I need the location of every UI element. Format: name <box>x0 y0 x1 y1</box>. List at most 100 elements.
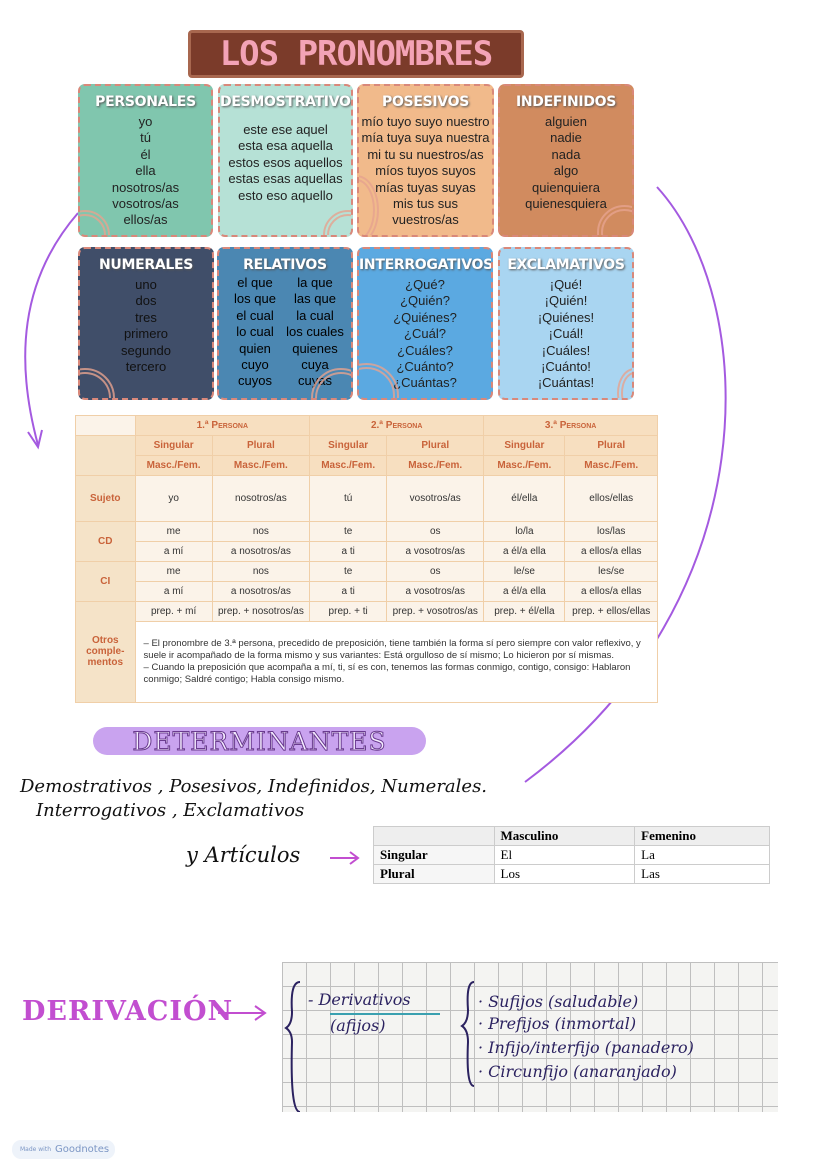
table-cell: a nosotros/as <box>211 580 311 602</box>
card-item: ¡Cuál! <box>548 326 584 342</box>
number-header: Singular <box>483 434 566 456</box>
card-item: mías tuyas suyas <box>375 179 476 195</box>
table-cell: a ellos/a ellas <box>564 580 658 602</box>
pronoun-table: 1.ª Persona 2.ª Persona 3.ª Persona Singula… <box>75 415 659 704</box>
table-cell: a ti <box>309 540 388 562</box>
card-exclamativos: EXCLAMATIVOS ¡Qué! ¡Quién! ¡Quiénes! ¡Cuál! ¡… <box>498 247 634 400</box>
table-cell: yo <box>134 474 213 522</box>
card-list: ¿Qué? ¿Quién? ¿Quiénes? ¿Cuál? ¿Cuáles? ¿Cuán… <box>359 277 491 392</box>
rainbow-decoration <box>617 368 632 398</box>
card-item: mía tuya suya nuestra <box>361 130 490 146</box>
card-item: ¿Quiénes? <box>393 309 457 325</box>
page-title: LOS PRONOMBRES <box>188 30 524 78</box>
row-label: Otros comple-mentos <box>75 600 136 704</box>
table-cell: Plural <box>373 864 495 884</box>
table-cell: lo/la <box>483 520 566 542</box>
card-interrogativos: INTERROGATIVOS ¿Qué? ¿Quién? ¿Quiénes? ¿Cuál… <box>357 247 493 400</box>
card-item: los que <box>234 291 276 307</box>
card-list: el que la que los que las que el cual la cual… <box>219 275 351 390</box>
card-item: vuestros/as <box>392 212 459 228</box>
card-title: PERSONALES <box>95 94 196 110</box>
corner-cell <box>75 415 136 436</box>
card-item: cuyos <box>238 373 272 389</box>
gender-header: Masc./Fem. <box>483 454 566 476</box>
table-row: Otros comple-mentos prep. + mí prep. + nos… <box>75 600 658 704</box>
card-item: ¿Cuánto? <box>396 359 454 375</box>
card-posesivos: POSESIVOS mío tuyo suyo nuestro mía tuya s… <box>357 84 494 237</box>
card-desmostrativos: DESMOSTRATIVOS este ese aquel esta esa aqu… <box>218 84 353 237</box>
card-title: POSESIVOS <box>382 94 469 110</box>
table-cell: Los <box>493 864 636 884</box>
arrow-head-left <box>27 429 43 450</box>
corner-cell <box>75 434 136 476</box>
card-item: esta esa aquella <box>238 138 333 154</box>
card-item: esto eso aquello <box>238 187 333 203</box>
card-item: cuya <box>301 357 329 373</box>
card-title: RELATIVOS <box>243 257 327 273</box>
card-item: nadie <box>550 130 582 146</box>
card-list: ¡Qué! ¡Quién! ¡Quiénes! ¡Cuál! ¡Cuáles! ¡Cuán… <box>500 277 632 392</box>
card-item: dos <box>135 293 157 309</box>
card-item: estas esas aquellas <box>228 171 343 187</box>
note: – Cuando la preposición que acompaña a m… <box>143 661 631 685</box>
articles-table: Masculino Femenino Singular El La Plural Los La… <box>373 826 770 884</box>
brackets <box>284 981 475 1112</box>
badge-prefix: Made with <box>20 1146 51 1153</box>
card-item: nosotros/as <box>111 179 180 195</box>
determinantes-line-2: Interrogativos , Exclamativos <box>36 800 305 821</box>
card-item: ¡Qué! <box>549 277 583 292</box>
table-cell: él/ella <box>483 474 566 522</box>
table-cell: nosotros/as <box>211 474 311 522</box>
card-item: las que <box>294 291 336 307</box>
table-row: a mí a nosotros/as a ti a vosotros/as a él/a… <box>76 580 658 602</box>
table-row: CI me nos te os le/se les/se <box>75 560 658 602</box>
card-item: la cual <box>296 307 334 323</box>
table-cell: a nosotros/as <box>211 540 311 562</box>
card-item: estos esos aquellos <box>228 154 343 170</box>
card-item: ¿Quién? <box>400 293 450 309</box>
derivativos-label: - Derivativos <box>308 990 411 1009</box>
card-title: DESMOSTRATIVOS <box>220 94 353 110</box>
number-header: Singular <box>134 434 213 456</box>
card-item: quienesquiera <box>525 196 607 212</box>
determinantes-line-3: y Artículos <box>186 843 301 867</box>
row-label: Sujeto <box>75 474 136 522</box>
determinantes-title: DETERMINANTES <box>93 726 426 756</box>
gender-header: Masc./Fem. <box>564 454 658 476</box>
card-title: INDEFINIDOS <box>515 94 617 110</box>
table-cell: vosotros/as <box>386 474 485 522</box>
card-item: él <box>140 146 151 162</box>
card-item: quienquiera <box>532 179 600 195</box>
goodnotes-badge[interactable]: Made with Goodnotes <box>12 1140 115 1159</box>
deriv-item: · Prefijos (inmortal) <box>478 1014 637 1033</box>
card-item: quienes <box>292 340 338 356</box>
table-cell: les/se <box>564 560 658 582</box>
determinantes-line-1: Demostrativos , Posesivos, Indefinidos, … <box>20 776 488 797</box>
card-item: la que <box>297 275 333 290</box>
card-title: EXCLAMATIVOS <box>507 257 625 273</box>
table-cell: ellos/ellas <box>564 474 658 522</box>
table-cell: El <box>493 845 636 865</box>
card-indefinidos: INDEFINIDOS alguien nadie nada algo quienquie… <box>498 84 634 237</box>
articles-header <box>373 826 495 846</box>
card-personales: PERSONALES yo tú él ella nosotros/as vosotros/… <box>78 84 213 237</box>
card-item: ella <box>135 163 156 179</box>
card-list: este ese aquel esta esa aquella estos esos… <box>220 122 351 204</box>
derivation-notes-image: - Derivativos (afijos) · Sufijos (saluda… <box>282 962 778 1112</box>
arrow-to-grid <box>218 1005 267 1021</box>
card-item: alguien <box>545 114 587 129</box>
card-item: primero <box>123 326 169 342</box>
gender-header: Masc./Fem. <box>386 454 485 476</box>
afijos-label: (afijos) <box>330 1016 386 1035</box>
table-cell: a mí <box>134 580 213 602</box>
card-item: el que <box>237 275 273 290</box>
table-cell: La <box>634 845 770 865</box>
card-title: INTERROGATIVOS <box>359 257 493 273</box>
card-item: mi tu su nuestros/as <box>367 146 484 162</box>
number-header: Plural <box>211 434 311 456</box>
table-cell: a ti <box>309 580 388 602</box>
table-cell: los/las <box>564 520 658 542</box>
card-item: tercero <box>125 359 167 375</box>
table-cell: prep. + él/ella <box>483 600 566 622</box>
row-label: CD <box>75 520 136 562</box>
